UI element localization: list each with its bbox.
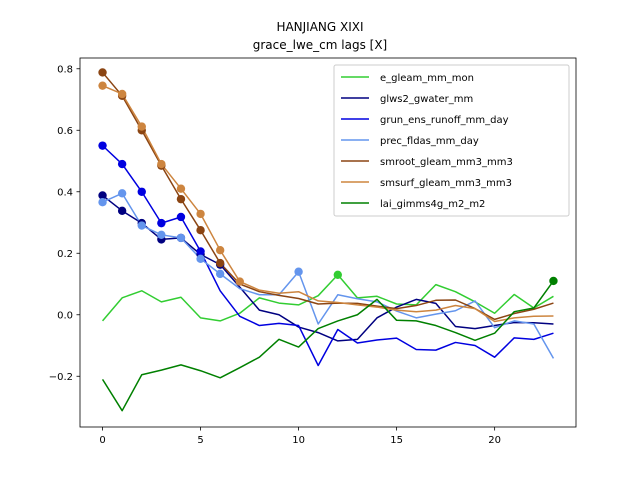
data-point-smsurf_gleam_mm3_mm3 bbox=[157, 160, 165, 168]
legend-label: glws2_gwater_mm bbox=[380, 94, 473, 105]
data-point-lai_gimms4g_m2_m2 bbox=[549, 277, 557, 285]
data-point-grun_ens_runoff_mm_day bbox=[177, 213, 185, 221]
data-point-grun_ens_runoff_mm_day bbox=[118, 160, 126, 168]
data-point-smsurf_gleam_mm3_mm3 bbox=[118, 90, 126, 98]
data-point-grun_ens_runoff_mm_day bbox=[196, 247, 204, 255]
legend-label: e_gleam_mm_mon bbox=[380, 73, 474, 84]
data-point-glws2_gwater_mm bbox=[118, 207, 126, 215]
data-point-prec_fldas_mm_day bbox=[294, 268, 302, 276]
legend-label: grun_ens_runoff_mm_day bbox=[380, 115, 509, 126]
data-point-prec_fldas_mm_day bbox=[98, 198, 106, 206]
y-tick-label: 0.4 bbox=[57, 187, 73, 198]
data-point-prec_fldas_mm_day bbox=[216, 270, 224, 278]
y-tick-label: 0.6 bbox=[57, 126, 73, 137]
data-point-prec_fldas_mm_day bbox=[196, 255, 204, 263]
y-tick-label: −0.2 bbox=[49, 372, 73, 383]
data-point-grun_ens_runoff_mm_day bbox=[138, 188, 146, 196]
data-point-prec_fldas_mm_day bbox=[177, 234, 185, 242]
y-tick-label: 0.8 bbox=[57, 64, 73, 75]
x-tick-label: 0 bbox=[99, 435, 105, 446]
legend: e_gleam_mm_mon glws2_gwater_mm grun_ens_ru… bbox=[334, 65, 569, 216]
data-point-prec_fldas_mm_day bbox=[157, 231, 165, 239]
x-tick-label: 10 bbox=[292, 435, 305, 446]
data-point-grun_ens_runoff_mm_day bbox=[98, 141, 106, 149]
data-point-prec_fldas_mm_day bbox=[118, 189, 126, 197]
data-point-smsurf_gleam_mm3_mm3 bbox=[98, 81, 106, 89]
chart-subtitle: grace_lwe_cm lags [X] bbox=[253, 38, 387, 52]
chart-title: HANJIANG XIXI bbox=[276, 20, 363, 34]
data-point-smsurf_gleam_mm3_mm3 bbox=[196, 210, 204, 218]
data-point-grun_ens_runoff_mm_day bbox=[157, 219, 165, 227]
data-point-e_gleam_mm_mon bbox=[334, 271, 342, 279]
data-point-smsurf_gleam_mm3_mm3 bbox=[216, 246, 224, 254]
legend-label: prec_fldas_mm_day bbox=[380, 136, 479, 147]
data-point-smroot_gleam_mm3_mm3 bbox=[98, 68, 106, 76]
data-point-smsurf_gleam_mm3_mm3 bbox=[236, 277, 244, 285]
x-tick-label: 5 bbox=[197, 435, 203, 446]
data-point-prec_fldas_mm_day bbox=[138, 221, 146, 229]
data-point-smroot_gleam_mm3_mm3 bbox=[177, 195, 185, 203]
legend-label: smroot_gleam_mm3_mm3 bbox=[380, 157, 513, 168]
data-point-smsurf_gleam_mm3_mm3 bbox=[138, 122, 146, 130]
legend-label: smsurf_gleam_mm3_mm3 bbox=[380, 178, 512, 189]
data-point-smroot_gleam_mm3_mm3 bbox=[216, 259, 224, 267]
data-point-smroot_gleam_mm3_mm3 bbox=[196, 226, 204, 234]
x-tick-label: 20 bbox=[488, 435, 501, 446]
data-point-smsurf_gleam_mm3_mm3 bbox=[177, 184, 185, 192]
x-tick-label: 15 bbox=[390, 435, 403, 446]
y-tick-label: 0.0 bbox=[57, 310, 73, 321]
y-tick-label: 0.2 bbox=[57, 249, 73, 260]
legend-label: lai_gimms4g_m2_m2 bbox=[380, 199, 485, 210]
